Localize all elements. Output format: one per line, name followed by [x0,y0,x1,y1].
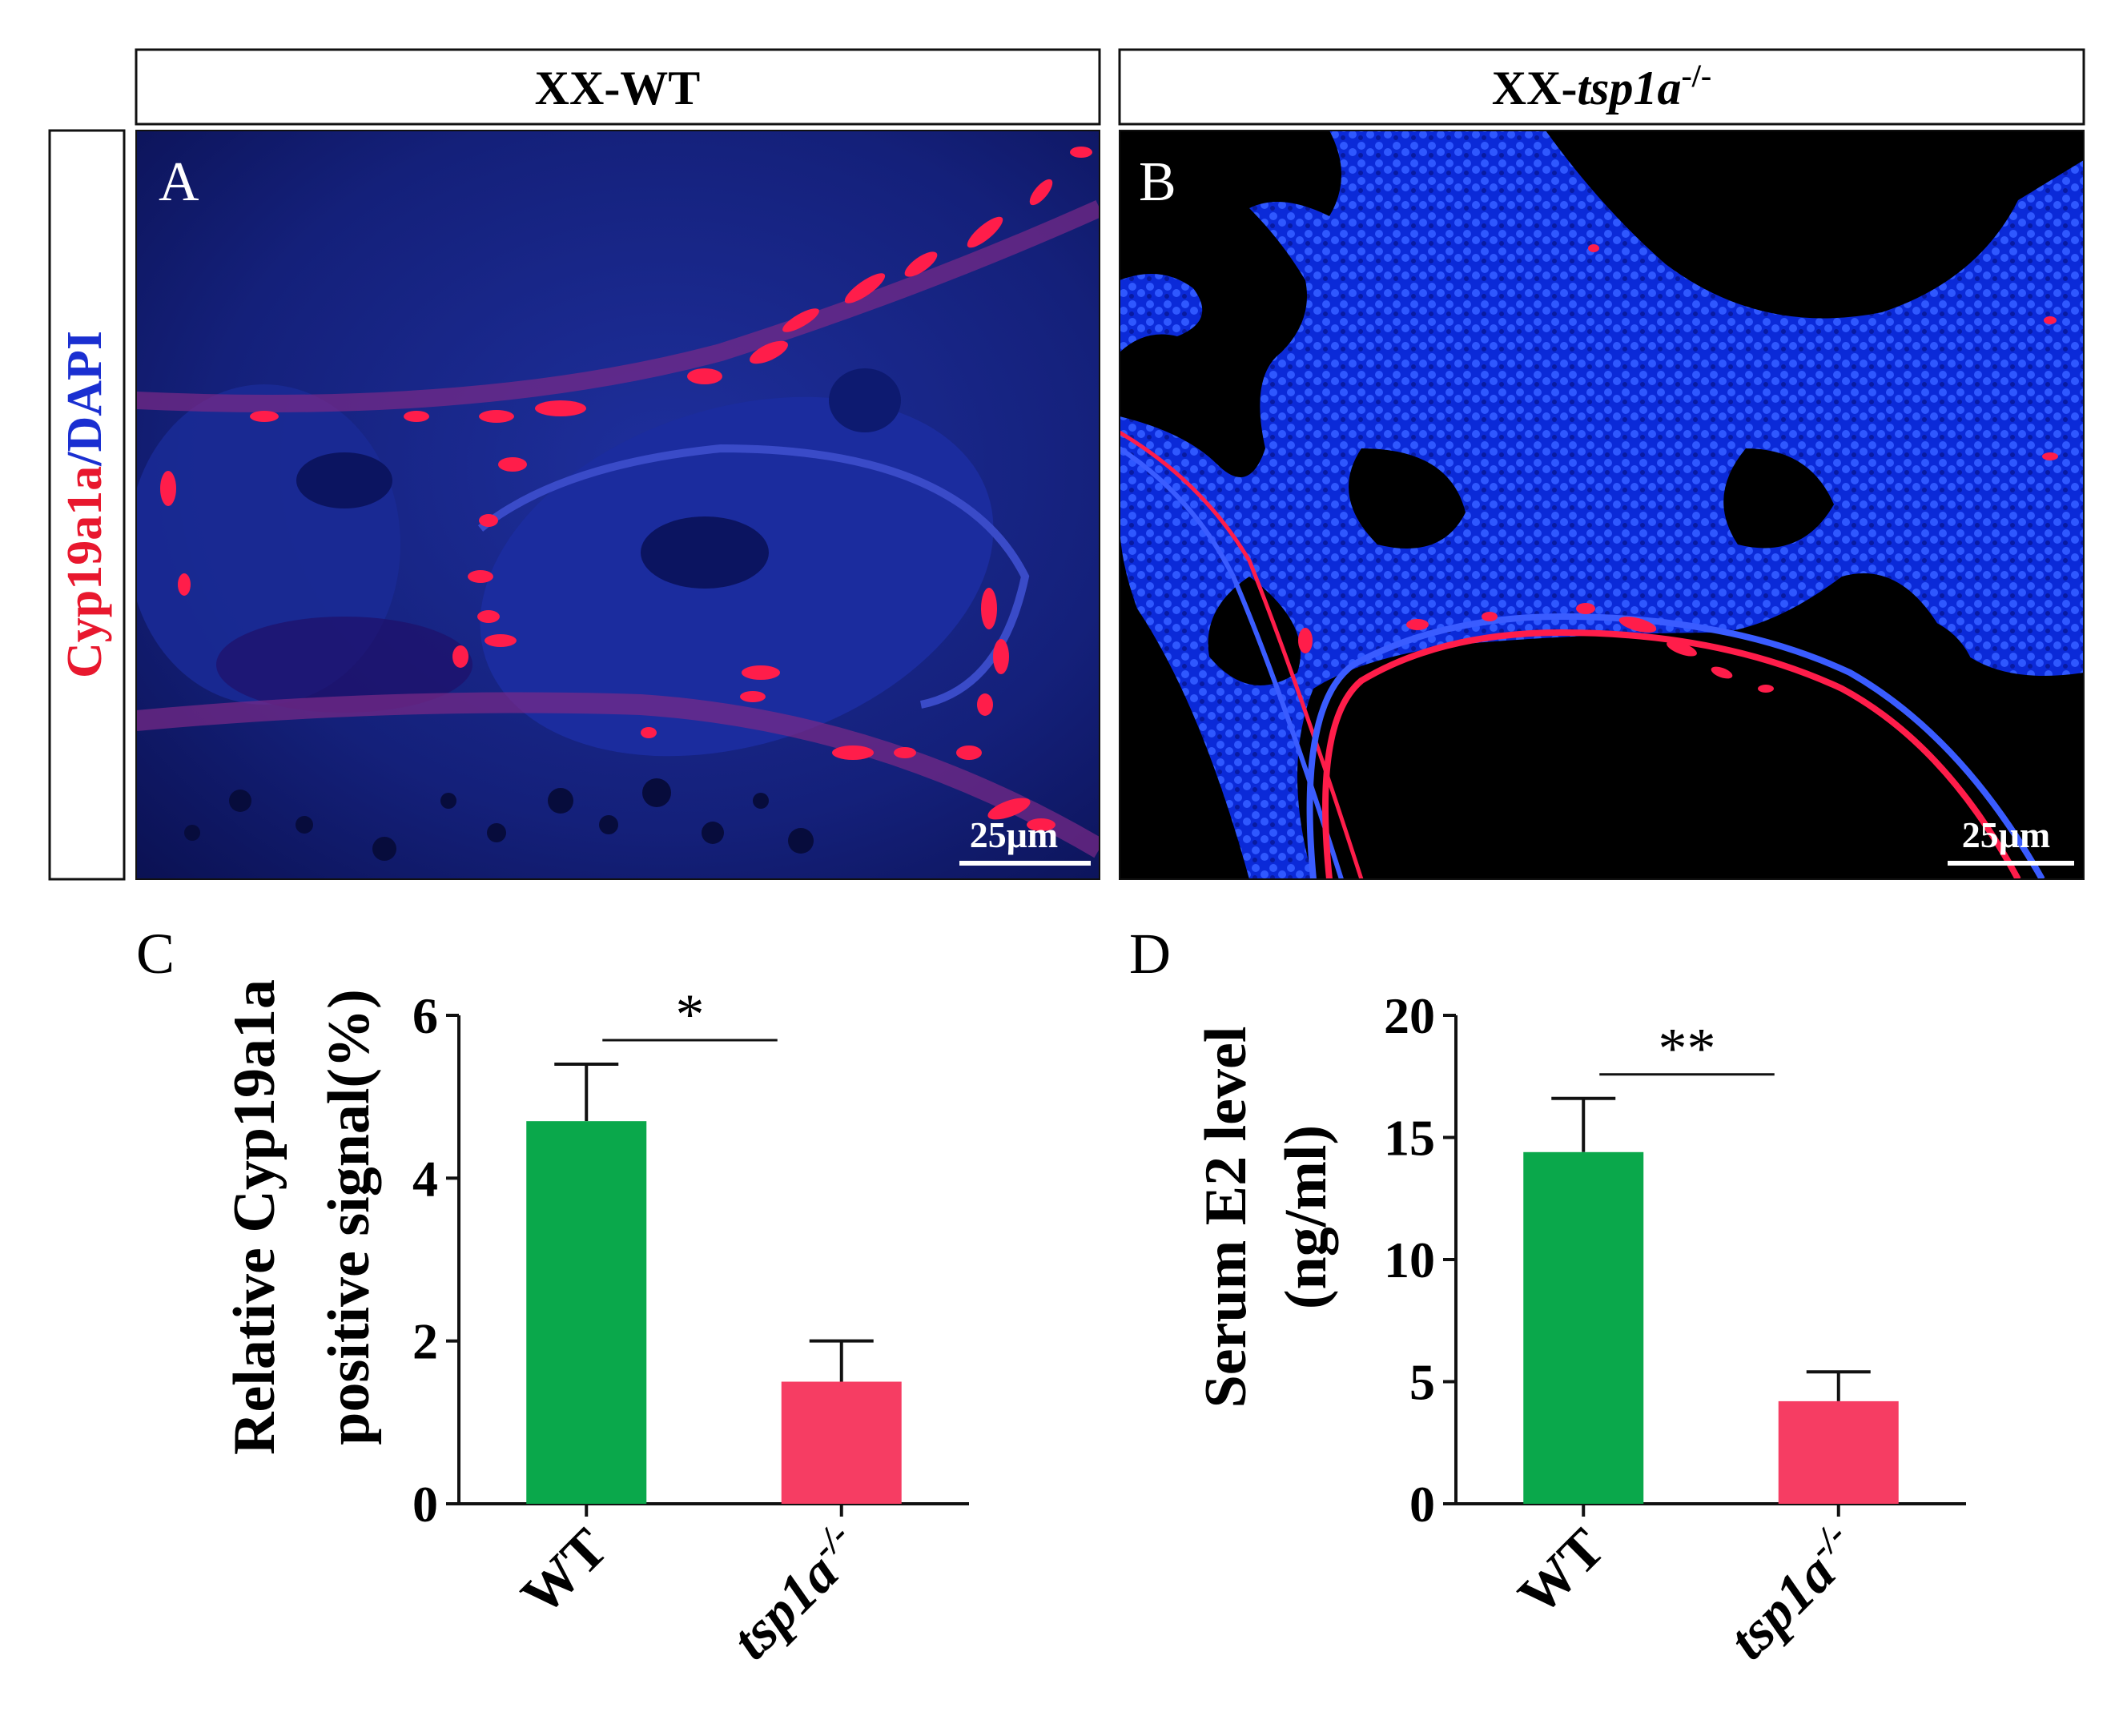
micrograph-a-border [135,130,1100,880]
panel-b-header-text: XX-tsp1a-/- [1492,58,1711,115]
micrograph-b [1120,131,2084,879]
y-tick-label: 10 [1384,1232,1435,1288]
panel-letter-d: D [1129,922,1171,986]
significance-marker: * [676,983,705,1047]
scalebar-b-label: 25μm [1962,814,2050,855]
scalebar-a: 25μm [959,814,1091,866]
panel-letter-c: C [136,922,175,986]
panel-a-header-text: XX-WT [535,62,701,115]
x-tick-label: tsp1a-/- [1714,1514,1872,1672]
y-tick-label: 4 [412,1150,438,1207]
micrograph-a [136,131,1100,879]
stain-label: Cyp19a1a/DAPI [58,331,112,678]
chart-d-ylabel-line2: (ng/ml) [1273,1125,1339,1309]
bar [781,1381,902,1504]
y-tick-label: 0 [1409,1476,1435,1533]
bar [1778,1400,1899,1504]
y-tick-label: 20 [1384,987,1435,1044]
x-tick-label: WT [510,1517,620,1627]
y-tick-label: 5 [1409,1354,1435,1411]
panel-letter-a: A [159,151,199,213]
chart-d: Serum E2 level (ng/ml) 0 5 10 15 20 WT tsp1a-/… [1193,987,1966,1671]
scalebar-a-label: 25μm [970,814,1058,855]
chart-c-ylabel-line1: Relative Cyp19a1a [222,979,287,1455]
bar [526,1121,647,1504]
y-tick-label: 15 [1384,1110,1435,1167]
panel-b-header: XX-tsp1a-/- [1118,48,2085,126]
bar [1523,1151,1644,1504]
x-tick-label: tsp1a-/- [717,1514,875,1672]
scalebar-b: 25μm [1948,814,2074,866]
significance-marker: ** [1659,1017,1716,1081]
x-tick-label: WT [1507,1517,1617,1627]
y-tick-label: 2 [412,1313,438,1370]
panel-letter-b: B [1139,151,1176,213]
panel-a-header: XX-WT [135,48,1101,126]
y-tick-label: 0 [412,1476,438,1533]
stain-label-box: Cyp19a1a/DAPI [48,129,126,881]
chart-d-ylabel-line1: Serum E2 level [1193,1027,1259,1408]
chart-c: Relative Cyp19a1a positive signal(%) 0 2 4… [222,979,969,1671]
chart-c-ylabel-line2: positive signal(%) [316,989,382,1445]
micrograph-b-border [1119,130,2085,880]
y-tick-label: 6 [412,987,438,1044]
